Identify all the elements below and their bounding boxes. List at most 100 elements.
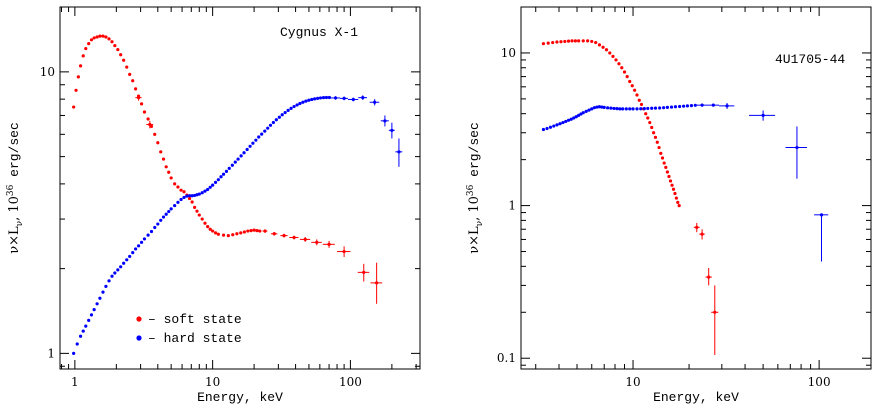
right-hard-state-point	[609, 106, 613, 110]
right-soft-state-point	[541, 42, 546, 46]
left-soft-state-point	[231, 233, 235, 237]
left-hard-state-point	[87, 318, 91, 322]
right-hard-state-point	[642, 106, 646, 111]
right-hard-state-point	[581, 111, 585, 115]
left-soft-state-point	[167, 170, 171, 174]
right-soft-state-point	[563, 39, 567, 44]
left-soft-state-point	[72, 105, 76, 109]
right-soft-state-point	[660, 156, 665, 160]
left-soft-state-point	[246, 229, 250, 233]
left-hard-state-point	[101, 290, 105, 294]
right-soft-state-point	[590, 39, 594, 44]
left-hard-state-point	[239, 154, 243, 158]
right-soft-state-point	[608, 51, 612, 55]
left-soft-state-point	[134, 87, 138, 91]
right-hard-state-point	[665, 105, 670, 109]
left-hard-state-point	[251, 141, 255, 145]
left-soft-state-point	[136, 96, 141, 100]
right-hard-state-point	[566, 118, 571, 122]
left-hard-state-point	[75, 342, 79, 346]
left-hard-state-point	[257, 135, 261, 139]
left-hard-state-point	[233, 160, 237, 164]
right-soft-state-point	[620, 66, 624, 70]
left-hard-state-point	[324, 95, 329, 100]
left-soft-state-point	[164, 165, 168, 169]
right-hard-state-point	[628, 107, 632, 111]
left-hard-state-point	[142, 237, 147, 241]
left-hard-state-point	[211, 183, 215, 187]
right-x-tick-label: 100	[808, 375, 831, 389]
left-soft-state-point	[173, 182, 177, 186]
right-y-tick-label: 1	[508, 199, 516, 213]
right-y-tick-label: 0.1	[497, 351, 516, 365]
right-soft-state-point	[665, 170, 670, 174]
right-hard-state-point	[700, 103, 704, 107]
right-hard-state-point	[669, 105, 674, 109]
right-hard-state-point	[558, 122, 562, 126]
left-hard-state-point	[342, 96, 346, 100]
left-soft-state-point	[213, 231, 218, 235]
left-y-label-exp: 36	[6, 184, 16, 196]
right-y-axis-label: ν×Lν, 1036 erg/sec	[466, 122, 485, 254]
left-soft-state-point	[187, 196, 192, 201]
left-hard-state-point	[128, 254, 132, 259]
left-hard-state-point	[245, 147, 249, 152]
left-x-tick-label: 10	[205, 375, 220, 389]
right-soft-state-point	[657, 145, 661, 150]
left-soft-state-point	[193, 205, 197, 210]
left-hard-state-point	[307, 98, 311, 102]
right-y-label-exp: 36	[466, 184, 476, 196]
right-soft-state-point	[559, 40, 563, 44]
right-hard-state-point	[711, 103, 715, 107]
right-soft-state-point	[614, 58, 618, 62]
right-soft-state-point	[644, 112, 648, 116]
left-y-tick-label: 1	[47, 346, 55, 360]
left-hard-state-point	[153, 225, 157, 230]
left-hard-state-point	[149, 229, 154, 234]
left-soft-state-point	[292, 235, 296, 240]
left-hard-state-point	[301, 100, 305, 104]
left-soft-state-point	[76, 75, 80, 79]
right-hard-state-point	[612, 106, 616, 111]
left-hard-state-point	[224, 169, 229, 174]
right-y-label-sub: ν	[475, 221, 485, 226]
left-soft-state-point	[89, 38, 94, 42]
left-y-axis-label: ν×Lν, 1036 erg/sec	[6, 122, 25, 254]
right-soft-state-point	[713, 310, 717, 314]
left-hard-state-point	[292, 104, 296, 109]
left-hard-state-point	[164, 212, 168, 216]
left-x-axis-label: Energy, keV	[197, 390, 283, 405]
right-hard-state-point	[577, 113, 581, 117]
left-hard-state-point	[397, 150, 401, 154]
left-hard-state-point	[310, 97, 314, 102]
left-soft-state-point	[161, 157, 166, 161]
left-hard-state-point	[122, 261, 126, 265]
right-hard-state-point	[574, 115, 578, 119]
left-hard-state-point	[266, 126, 270, 130]
left-hard-state-point	[119, 265, 123, 269]
left-hard-state-point	[190, 194, 194, 198]
left-soft-state-point	[148, 122, 152, 127]
right-hard-state-point	[682, 104, 686, 108]
left-hard-state-point	[227, 166, 231, 171]
left-hard-state-point	[78, 334, 83, 338]
left-hard-state-point	[173, 203, 177, 208]
left-soft-state-point	[197, 213, 201, 217]
right-soft-state-point	[648, 120, 652, 125]
right-hard-state-point	[584, 109, 588, 114]
left-soft-state-point	[235, 232, 239, 236]
left-hard-state-point	[179, 197, 183, 202]
right-hard-state-point	[662, 106, 666, 110]
right-hard-state-point	[587, 108, 591, 112]
left-hard-state-point	[104, 284, 108, 288]
right-soft-state-point	[659, 151, 663, 155]
left-soft-state-point	[110, 40, 114, 44]
right-soft-state-point	[695, 225, 699, 229]
right-y-tick-label: 10	[501, 46, 516, 60]
left-soft-state-point	[81, 54, 85, 58]
left-hard-state-point	[383, 119, 387, 123]
right-plot-area	[541, 39, 829, 355]
left-hard-state-point	[373, 100, 377, 104]
right-soft-state-point	[604, 48, 609, 52]
left-hard-state-point	[161, 215, 166, 219]
